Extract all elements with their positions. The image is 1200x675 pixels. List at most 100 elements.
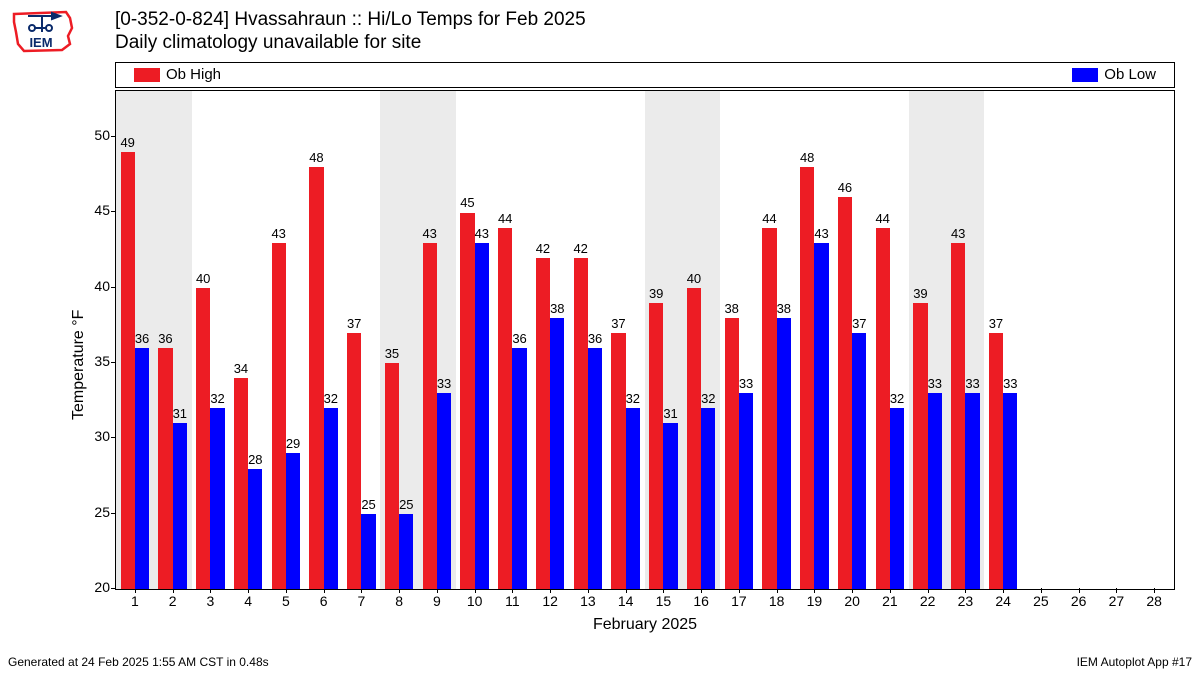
y-tick	[111, 287, 116, 288]
x-tick-label: 27	[1109, 593, 1125, 609]
legend-item-high: Ob High	[134, 66, 221, 83]
y-tick	[111, 513, 116, 514]
bar-high-label: 48	[309, 150, 323, 165]
bar-high-label: 40	[196, 271, 210, 286]
bar-high	[347, 333, 361, 589]
bar-high-label: 40	[687, 271, 701, 286]
bar-low-label: 38	[550, 301, 564, 316]
y-tick-label: 20	[70, 579, 110, 595]
bar-low-label: 43	[814, 226, 828, 241]
bar-high-label: 48	[800, 150, 814, 165]
bar-low	[210, 408, 224, 589]
bar-low-label: 32	[701, 391, 715, 406]
legend: Ob High Ob Low	[115, 62, 1175, 88]
x-tick-label: 24	[995, 593, 1011, 609]
legend-swatch-high	[134, 68, 160, 82]
x-tick-label: 18	[769, 593, 785, 609]
x-axis-label: February 2025	[115, 616, 1175, 634]
bar-high-label: 44	[498, 211, 512, 226]
bar-high-label: 37	[347, 316, 361, 331]
bar-low-label: 33	[437, 376, 451, 391]
x-tick-label: 15	[656, 593, 672, 609]
bar-high	[611, 333, 625, 589]
bar-high	[838, 197, 852, 589]
bar-low	[965, 393, 979, 589]
bar-low	[324, 408, 338, 589]
logo-text: IEM	[29, 35, 52, 50]
bar-high-label: 44	[762, 211, 776, 226]
bar-low-label: 33	[1003, 376, 1017, 391]
bar-low	[475, 243, 489, 589]
bar-high	[951, 243, 965, 589]
x-tick-label: 17	[731, 593, 747, 609]
bar-low-label: 32	[324, 391, 338, 406]
x-tick-label: 6	[320, 593, 328, 609]
bar-low	[173, 423, 187, 589]
bar-low	[890, 408, 904, 589]
iem-logo: IEM	[8, 6, 78, 56]
y-tick	[111, 362, 116, 363]
bar-high-label: 34	[234, 361, 248, 376]
bar-high-label: 49	[120, 135, 134, 150]
bar-high-label: 37	[611, 316, 625, 331]
x-tick-label: 28	[1146, 593, 1162, 609]
bar-high	[725, 318, 739, 589]
bar-high	[989, 333, 1003, 589]
bar-low-label: 43	[475, 226, 489, 241]
bar-high	[121, 152, 135, 589]
bar-low	[663, 423, 677, 589]
bar-low-label: 38	[777, 301, 791, 316]
bar-low	[135, 348, 149, 589]
y-tick	[111, 211, 116, 212]
x-tick-label: 26	[1071, 593, 1087, 609]
x-tick-label: 1	[131, 593, 139, 609]
bar-high	[498, 228, 512, 589]
bar-high	[876, 228, 890, 589]
bar-high-label: 43	[951, 226, 965, 241]
bar-high-label: 36	[158, 331, 172, 346]
x-tick-label: 14	[618, 593, 634, 609]
legend-swatch-low	[1072, 68, 1098, 82]
bar-low	[739, 393, 753, 589]
footer-generated: Generated at 24 Feb 2025 1:55 AM CST in …	[8, 655, 269, 669]
footer-app: IEM Autoplot App #17	[1077, 655, 1192, 669]
y-tick-label: 25	[70, 504, 110, 520]
x-tick-label: 22	[920, 593, 936, 609]
bar-high-label: 37	[989, 316, 1003, 331]
bar-low	[814, 243, 828, 589]
bar-low-label: 32	[210, 391, 224, 406]
bar-high	[913, 303, 927, 589]
x-tick-label: 5	[282, 593, 290, 609]
bar-low	[777, 318, 791, 589]
y-tick-label: 35	[70, 353, 110, 369]
legend-item-low: Ob Low	[1072, 66, 1156, 83]
y-tick-label: 50	[70, 127, 110, 143]
bar-high	[687, 288, 701, 589]
bar-low-label: 25	[361, 497, 375, 512]
x-tick-label: 7	[357, 593, 365, 609]
bar-low-label: 28	[248, 452, 262, 467]
bar-high-label: 46	[838, 180, 852, 195]
bar-low	[286, 453, 300, 589]
bar-low-label: 37	[852, 316, 866, 331]
bar-low-label: 32	[890, 391, 904, 406]
bar-high	[460, 213, 474, 590]
x-tick-label: 3	[206, 593, 214, 609]
bar-low-label: 36	[588, 331, 602, 346]
x-tick-label: 8	[395, 593, 403, 609]
bar-low-label: 33	[928, 376, 942, 391]
bar-high	[762, 228, 776, 589]
bar-low-label: 31	[663, 406, 677, 421]
bar-high	[800, 167, 814, 589]
bar-low	[550, 318, 564, 589]
bar-low	[588, 348, 602, 589]
bar-low	[248, 469, 262, 589]
bar-high-label: 42	[536, 241, 550, 256]
bar-low	[399, 514, 413, 589]
bar-high-label: 39	[913, 286, 927, 301]
bar-low	[1003, 393, 1017, 589]
bar-low-label: 36	[135, 331, 149, 346]
bar-low	[701, 408, 715, 589]
legend-label-high: Ob High	[166, 66, 221, 83]
x-tick-label: 10	[467, 593, 483, 609]
